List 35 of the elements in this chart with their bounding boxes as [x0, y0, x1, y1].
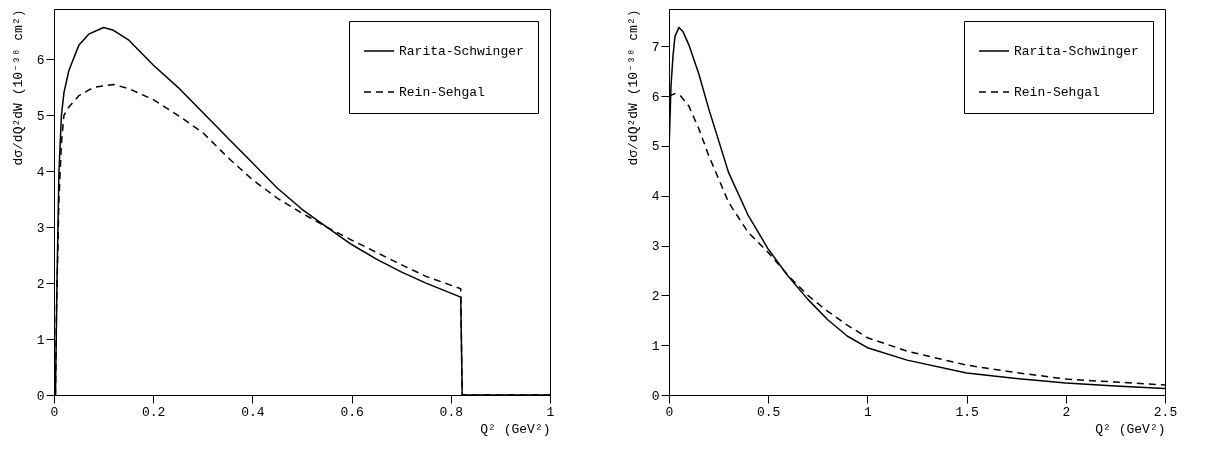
- y-tick-label: 3: [36, 220, 45, 236]
- y-tick-label: 1: [36, 332, 45, 348]
- y-axis-title: dσ/dQ²dW (10⁻³⁸ cm²): [625, 9, 641, 166]
- legend-label: Rein-Sehgal: [1014, 85, 1101, 100]
- x-tick-label: 1.5: [955, 404, 979, 420]
- y-tick-label: 0: [36, 388, 45, 404]
- y-tick-label: 4: [651, 189, 660, 205]
- x-tick-label: 0.6: [340, 404, 364, 420]
- y-tick-label: 2: [36, 276, 45, 292]
- legend-label: Rarita-Schwinger: [399, 44, 524, 59]
- x-tick-label: 1: [863, 404, 872, 420]
- x-tick-label: 0: [50, 404, 59, 420]
- y-tick-label: 3: [651, 239, 660, 255]
- legend-label: Rarita-Schwinger: [1014, 44, 1139, 59]
- x-tick-label: 2: [1062, 404, 1071, 420]
- y-axis-title: dσ/dQ²dW (10⁻³⁸ cm²): [10, 9, 26, 166]
- y-tick-label: 7: [651, 39, 660, 55]
- x-tick-label: 0.2: [142, 404, 166, 420]
- y-tick-label: 0: [651, 388, 660, 404]
- x-axis-title: Q² (GeV²): [480, 421, 551, 437]
- x-tick-label: 2.5: [1153, 404, 1178, 420]
- y-tick-label: 6: [651, 89, 660, 105]
- x-tick-label: 0.4: [241, 404, 265, 420]
- y-tick-label: 4: [36, 164, 45, 180]
- x-tick-label: 1: [546, 404, 555, 420]
- y-tick-label: 2: [651, 288, 660, 304]
- y-tick-label: 5: [36, 108, 45, 124]
- y-tick-label: 5: [651, 139, 660, 155]
- x-axis-title: Q² (GeV²): [1095, 421, 1166, 437]
- legend-label: Rein-Sehgal: [399, 85, 486, 100]
- y-tick-label: 6: [36, 52, 45, 68]
- x-tick-label: 0: [665, 404, 674, 420]
- x-tick-label: 0.5: [757, 404, 781, 420]
- y-tick-label: 1: [651, 338, 660, 354]
- x-tick-label: 0.8: [439, 404, 463, 420]
